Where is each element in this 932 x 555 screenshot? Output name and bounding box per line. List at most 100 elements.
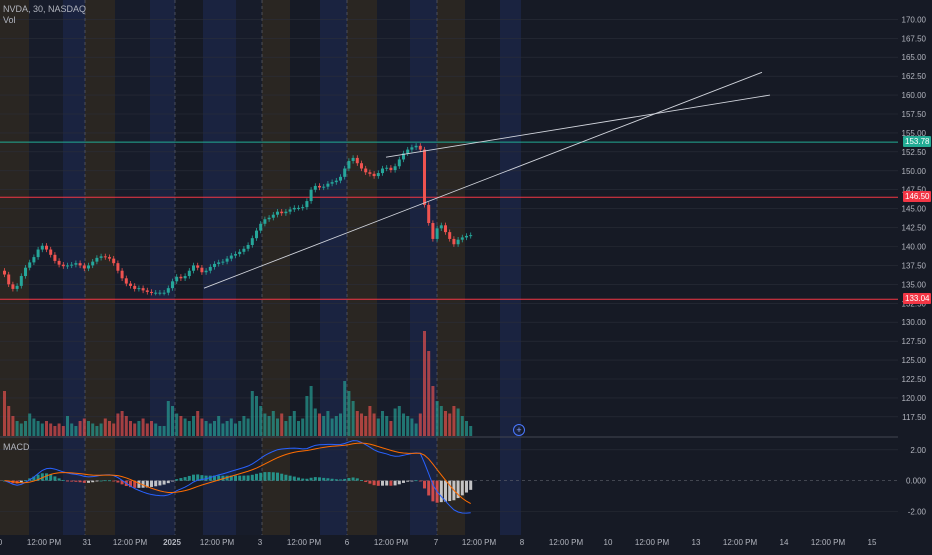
volume-bar (133, 423, 137, 436)
candle-body (45, 245, 48, 250)
candle-body (448, 232, 452, 239)
macd-histogram-bar (255, 473, 258, 481)
volume-bar (7, 406, 11, 436)
candle-body (162, 292, 166, 294)
macd-histogram-bar (246, 475, 250, 481)
candle-body (32, 257, 36, 263)
candle-body (57, 260, 61, 265)
volume-bar (66, 416, 69, 436)
macd-histogram-bar (465, 480, 468, 493)
time-tick-label: 0 (0, 538, 3, 547)
time-tick-label: 6 (345, 538, 350, 547)
time-tick-label: 13 (692, 538, 701, 547)
volume-label: Vol (3, 15, 16, 25)
macd-histogram-bar (154, 480, 158, 487)
trendline[interactable] (385, 94, 771, 158)
session-band (150, 0, 175, 535)
volume-bar (213, 421, 216, 436)
macd-histogram-bar (305, 478, 309, 481)
macd-histogram-bar (74, 480, 78, 482)
volume-bar (11, 416, 15, 436)
volume-bar (61, 426, 65, 436)
macd-histogram-bar (322, 477, 326, 481)
price-tick-label: 130.00 (902, 318, 927, 327)
candle-body (91, 261, 95, 266)
add-indicator-icon[interactable]: + (513, 424, 525, 436)
session-band (203, 0, 236, 535)
time-tick-label: 12:00 PM (811, 538, 846, 547)
volume-bar (246, 418, 250, 436)
candle-body (78, 263, 82, 266)
volume-bar (381, 411, 384, 436)
candle-body (326, 183, 330, 187)
time-tick-label: 12:00 PM (113, 538, 148, 547)
candle-body (318, 185, 321, 188)
volume-bar (145, 423, 149, 436)
price-tick-label: 170.00 (902, 15, 927, 24)
macd-histogram-bar (66, 480, 69, 482)
volume-bar (439, 406, 443, 436)
candle-body (313, 185, 317, 190)
volume-bar (234, 423, 237, 436)
candle-body (284, 211, 288, 214)
candle-body (154, 292, 158, 294)
candle-body (213, 263, 216, 267)
volume-bar (28, 413, 32, 436)
time-tick-label: 14 (780, 538, 789, 547)
volume-bar (326, 411, 330, 436)
candle-body (103, 256, 107, 258)
session-band (63, 0, 85, 535)
candle-body (271, 214, 275, 218)
volume-bar (385, 416, 389, 436)
volume-bar (32, 418, 36, 436)
candle-body (19, 276, 23, 286)
candle-body (137, 288, 141, 290)
candle-body (120, 270, 124, 279)
macd-histogram-bar (301, 478, 305, 481)
volume-bar (87, 421, 90, 436)
price-tick-label: 117.50 (902, 413, 926, 422)
candle-body (242, 248, 246, 252)
trendline[interactable] (203, 71, 763, 289)
volume-bar (427, 351, 431, 436)
volume-bar (435, 401, 439, 436)
time-tick-label: 2025 (163, 538, 181, 547)
volume-bar (45, 421, 48, 436)
volume-bar (330, 418, 334, 436)
macd-histogram-bar (179, 478, 183, 481)
candle-body (309, 189, 313, 202)
volume-bar (112, 423, 116, 436)
candle-body (263, 219, 267, 224)
candle-body (141, 288, 145, 291)
candle-body (418, 145, 422, 150)
candle-body (385, 167, 389, 169)
candle-body (200, 267, 204, 273)
price-tick-label: 127.50 (902, 337, 927, 346)
candle-body (70, 264, 74, 266)
macd-histogram-bar (158, 480, 162, 486)
candle-body (15, 285, 19, 289)
volume-bar (418, 413, 422, 436)
macd-histogram-bar (439, 480, 443, 503)
volume-bar (70, 423, 74, 436)
volume-bar (196, 411, 200, 436)
macd-histogram-bar (280, 473, 284, 481)
time-tick-label: 12:00 PM (549, 538, 584, 547)
candle-body (24, 267, 27, 277)
candle-body (7, 274, 11, 285)
macd-histogram-bar (19, 480, 23, 483)
time-tick-label: 8 (520, 538, 525, 547)
candle-body (376, 173, 380, 177)
macd-histogram-bar (145, 480, 149, 488)
macd-histogram-bar (364, 480, 368, 482)
macd-histogram-bar (444, 480, 447, 502)
macd-histogram-bar (259, 472, 263, 481)
candle-body (444, 225, 447, 233)
macd-histogram-bar (389, 480, 393, 486)
volume-bar (116, 413, 120, 436)
candle-body (439, 225, 443, 229)
price-tick-label: 137.50 (902, 261, 927, 270)
candle-body (171, 281, 174, 289)
